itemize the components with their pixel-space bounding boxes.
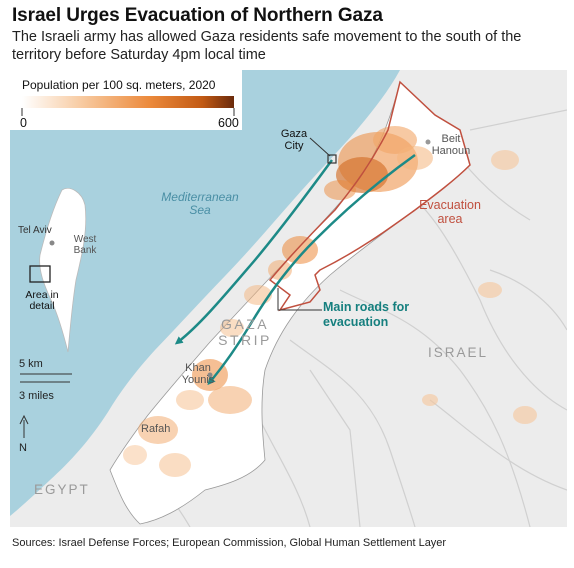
headline: Israel Urges Evacuation of Northern Gaza bbox=[12, 5, 383, 26]
khan-younis-label: Khan Younis bbox=[181, 362, 215, 386]
map: Population per 100 sq. meters, 2020 0 60… bbox=[10, 70, 567, 527]
rafah-label: Rafah bbox=[141, 423, 171, 435]
legend-title: Population per 100 sq. meters, 2020 bbox=[22, 78, 216, 92]
main-roads-label: Main roads for evacuation bbox=[323, 300, 410, 329]
scale-miles-label: 3 miles bbox=[19, 390, 54, 402]
gaza-strip-label: GAZA STRIP bbox=[218, 316, 272, 348]
evacuation-area-outline bbox=[268, 80, 471, 312]
legend-gradient bbox=[22, 96, 234, 108]
gaza-city-leader bbox=[309, 137, 331, 157]
egypt-label: EGYPT bbox=[34, 482, 90, 497]
beit-hanoun-dot bbox=[425, 139, 431, 145]
legend bbox=[10, 70, 242, 130]
sea-label: Mediterranean Sea bbox=[161, 190, 239, 217]
legend-max: 600 bbox=[218, 116, 239, 130]
map-canvas bbox=[10, 70, 567, 527]
west-bank-label: West Bank bbox=[73, 234, 97, 256]
scale-km-label: 5 km bbox=[19, 358, 43, 370]
subhead: The Israeli army has allowed Gaza reside… bbox=[12, 29, 522, 63]
coastal-evacuation-road bbox=[174, 159, 334, 345]
mediterranean-sea bbox=[10, 70, 400, 516]
israel-label: ISRAEL bbox=[428, 345, 489, 360]
beit-hanoun-label: Beit Hanoun bbox=[431, 133, 471, 157]
tel-aviv-dot bbox=[49, 240, 55, 246]
area-in-detail-box bbox=[29, 265, 51, 283]
legend-min: 0 bbox=[20, 116, 27, 130]
source-note: Sources: Israel Defense Forces; European… bbox=[12, 537, 447, 549]
area-in-detail-label: Area in detail bbox=[25, 289, 59, 312]
evacuation-area-label: Evacuation area bbox=[419, 198, 481, 226]
north-label: N bbox=[19, 442, 27, 454]
khan-younis-dot bbox=[207, 372, 213, 378]
gaza-city-marker bbox=[327, 154, 337, 164]
gaza-city-label: Gaza City bbox=[280, 128, 308, 152]
inset-map bbox=[29, 188, 87, 353]
salah-al-din-evacuation-road bbox=[207, 153, 416, 386]
roads-leader bbox=[277, 288, 322, 311]
tel-aviv-label: Tel Aviv bbox=[18, 225, 52, 236]
